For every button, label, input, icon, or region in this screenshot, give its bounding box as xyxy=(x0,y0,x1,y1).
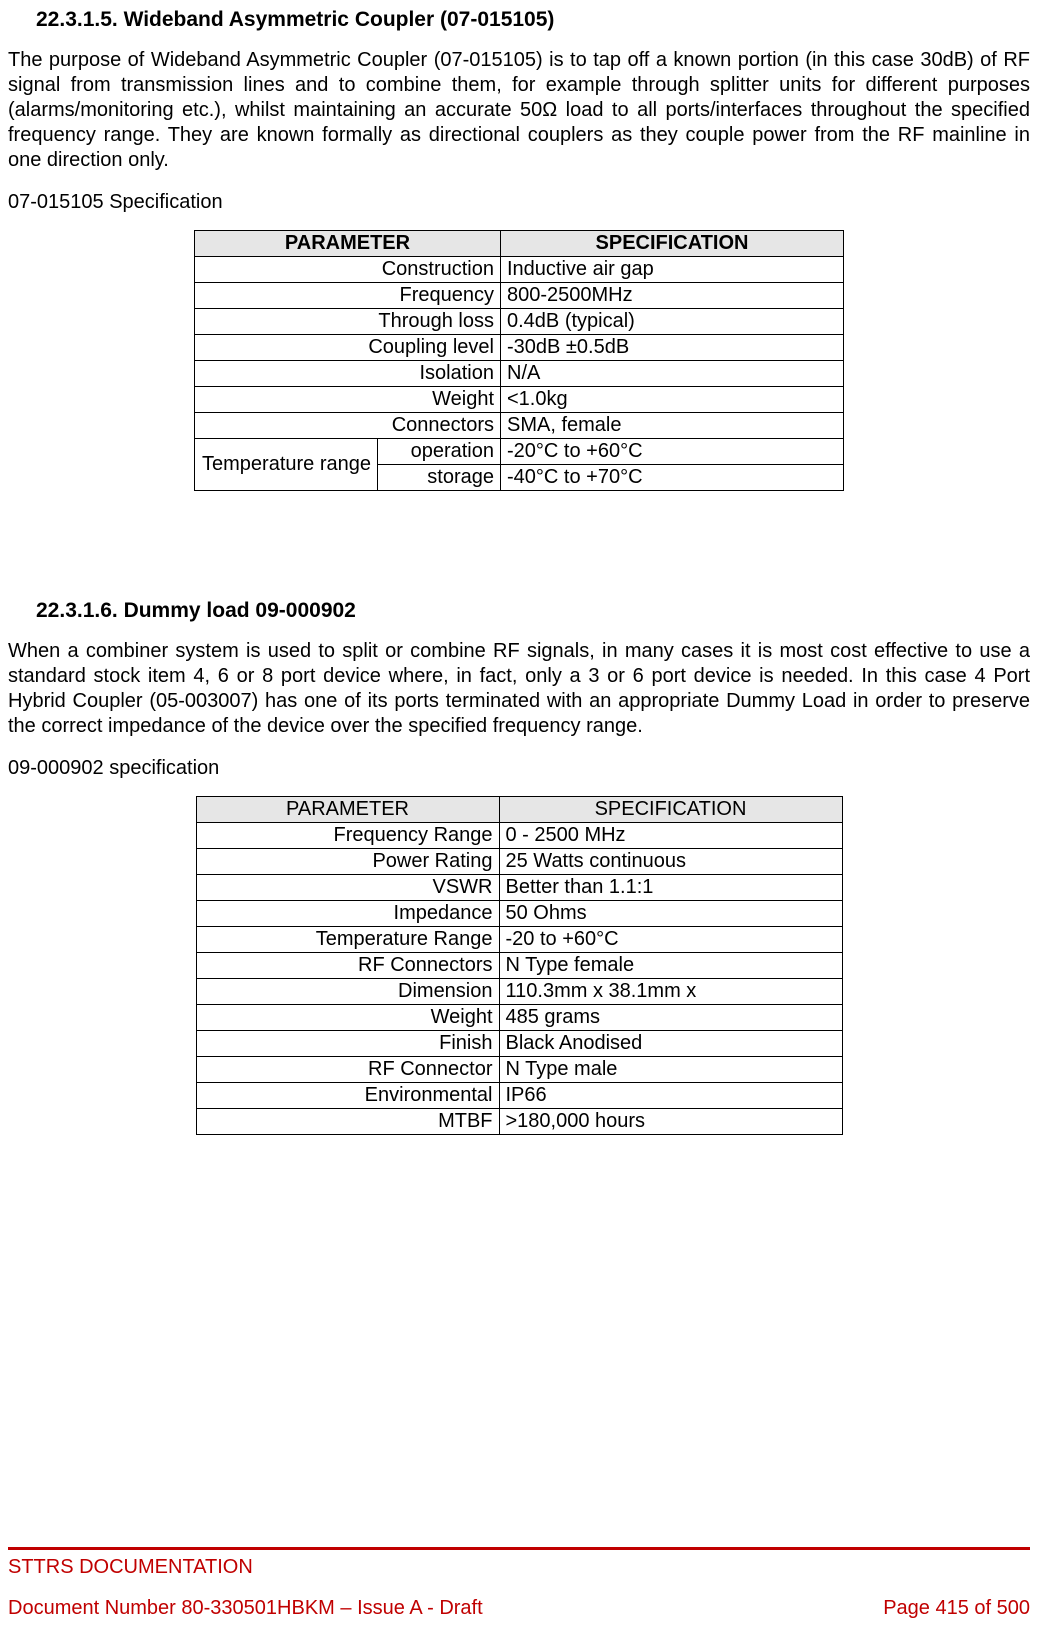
table-cell-param-group: Temperature range xyxy=(195,439,378,491)
section-1-paragraph: The purpose of Wideband Asymmetric Coupl… xyxy=(8,48,1030,173)
table-cell-param: Construction xyxy=(195,257,501,283)
table-cell-spec: N Type male xyxy=(499,1057,842,1083)
table-cell-param: Frequency xyxy=(195,283,501,309)
table-cell-spec: 485 grams xyxy=(499,1005,842,1031)
table-cell-param: Impedance xyxy=(196,901,499,927)
table-cell-param: Temperature Range xyxy=(196,927,499,953)
table-cell-param: Isolation xyxy=(195,361,501,387)
footer-doc-number: Document Number 80-330501HBKM – Issue A … xyxy=(8,1597,483,1620)
table-cell-param: Power Rating xyxy=(196,849,499,875)
table-cell-spec: 50 Ohms xyxy=(499,901,842,927)
table-cell-param: MTBF xyxy=(196,1109,499,1135)
section-2-heading: 22.3.1.6. Dummy load 09-000902 xyxy=(36,599,1030,623)
table2-header-param: PARAMETER xyxy=(196,797,499,823)
table-cell-spec: -20°C to +60°C xyxy=(501,439,844,465)
table-cell-spec: Better than 1.1:1 xyxy=(499,875,842,901)
table-cell-param: Connectors xyxy=(195,413,501,439)
table-cell-spec: <1.0kg xyxy=(501,387,844,413)
table-cell-spec: 110.3mm x 38.1mm x xyxy=(499,979,842,1005)
table-cell-subparam: storage xyxy=(378,465,501,491)
table-cell-spec: N/A xyxy=(501,361,844,387)
table-cell-spec: -20 to +60°C xyxy=(499,927,842,953)
table1-header-spec: SPECIFICATION xyxy=(501,231,844,257)
section-1-spec-label: 07-015105 Specification xyxy=(8,191,1030,214)
table-cell-param: Weight xyxy=(196,1005,499,1031)
table1-header-param: PARAMETER xyxy=(195,231,501,257)
table-cell-spec: IP66 xyxy=(499,1083,842,1109)
spec-table-2: PARAMETER SPECIFICATION Frequency Range0… xyxy=(196,796,843,1135)
table-cell-param: Frequency Range xyxy=(196,823,499,849)
table-cell-spec: Inductive air gap xyxy=(501,257,844,283)
table-cell-param: Finish xyxy=(196,1031,499,1057)
section-2-paragraph: When a combiner system is used to split … xyxy=(8,639,1030,739)
table-cell-spec: -40°C to +70°C xyxy=(501,465,844,491)
table-cell-param: Environmental xyxy=(196,1083,499,1109)
table-cell-spec: Black Anodised xyxy=(499,1031,842,1057)
section-2-spec-label: 09-000902 specification xyxy=(8,757,1030,780)
table-cell-param: RF Connector xyxy=(196,1057,499,1083)
table-cell-param: Coupling level xyxy=(195,335,501,361)
table-cell-spec: 800-2500MHz xyxy=(501,283,844,309)
table-cell-subparam: operation xyxy=(378,439,501,465)
footer: STTRS DOCUMENTATION Document Number 80-3… xyxy=(8,1547,1030,1620)
table-cell-spec: SMA, female xyxy=(501,413,844,439)
table-cell-spec: 0.4dB (typical) xyxy=(501,309,844,335)
table-cell-spec: N Type female xyxy=(499,953,842,979)
table-cell-spec: -30dB ±0.5dB xyxy=(501,335,844,361)
footer-rule xyxy=(8,1547,1030,1550)
table-cell-param: Dimension xyxy=(196,979,499,1005)
table-cell-spec: >180,000 hours xyxy=(499,1109,842,1135)
table-cell-spec: 25 Watts continuous xyxy=(499,849,842,875)
footer-title: STTRS DOCUMENTATION xyxy=(8,1556,1030,1579)
spec-table-1: PARAMETER SPECIFICATION ConstructionIndu… xyxy=(194,230,844,491)
table-cell-param: Through loss xyxy=(195,309,501,335)
table-cell-param: Weight xyxy=(195,387,501,413)
section-1-heading: 22.3.1.5. Wideband Asymmetric Coupler (0… xyxy=(36,8,1030,32)
table-cell-spec: 0 - 2500 MHz xyxy=(499,823,842,849)
table2-header-spec: SPECIFICATION xyxy=(499,797,842,823)
table-cell-param: RF Connectors xyxy=(196,953,499,979)
table-cell-param: VSWR xyxy=(196,875,499,901)
footer-page: Page 415 of 500 xyxy=(883,1597,1030,1620)
